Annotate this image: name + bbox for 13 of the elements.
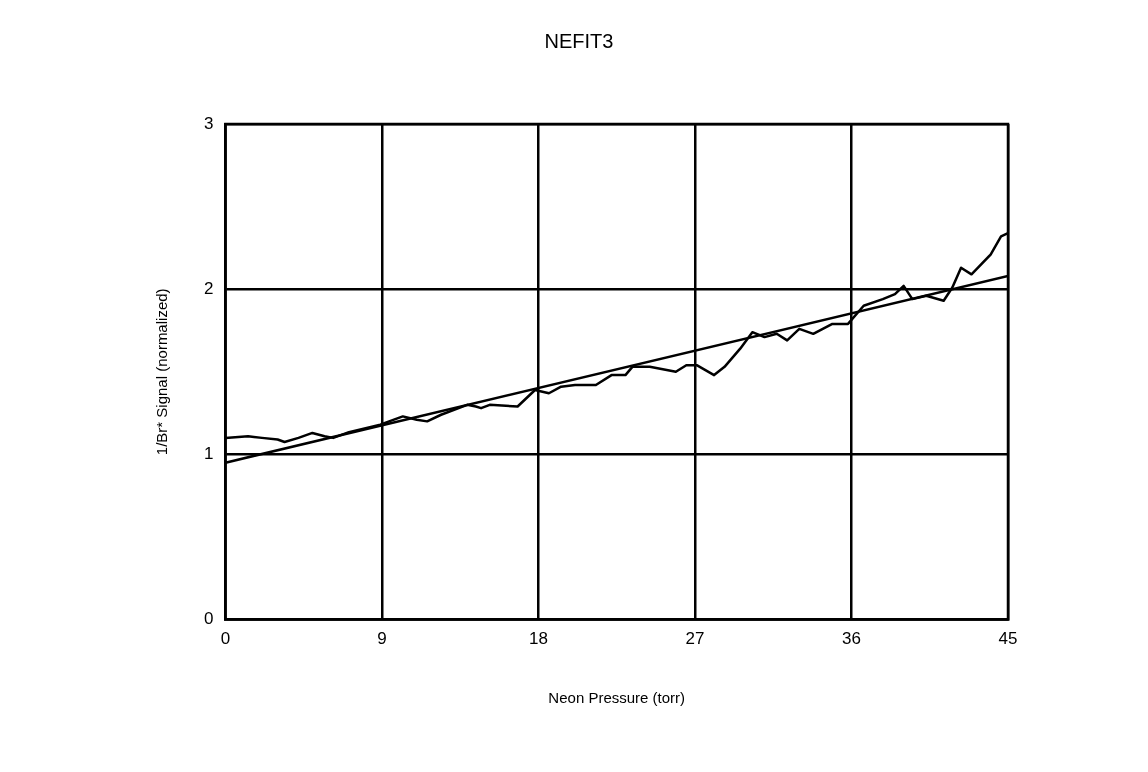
y-tick-label: 2	[203, 278, 214, 298]
y-axis-title: 1/Br* Signal (normalized)	[153, 288, 171, 456]
x-tick-label: 27	[685, 629, 705, 649]
x-tick-label: 45	[998, 629, 1018, 649]
y-tick-label: 3	[203, 113, 214, 133]
x-tick-label: 18	[529, 629, 548, 649]
x-tick-label: 0	[220, 629, 231, 649]
y-tick-label: 0	[203, 609, 214, 629]
x-tick-label: 9	[377, 629, 387, 649]
chart-title: NEFIT3	[544, 29, 614, 52]
y-tick-label: 1	[203, 444, 214, 464]
x-axis-title: Neon Pressure (torr)	[548, 689, 686, 707]
x-tick-label: 36	[842, 629, 861, 649]
